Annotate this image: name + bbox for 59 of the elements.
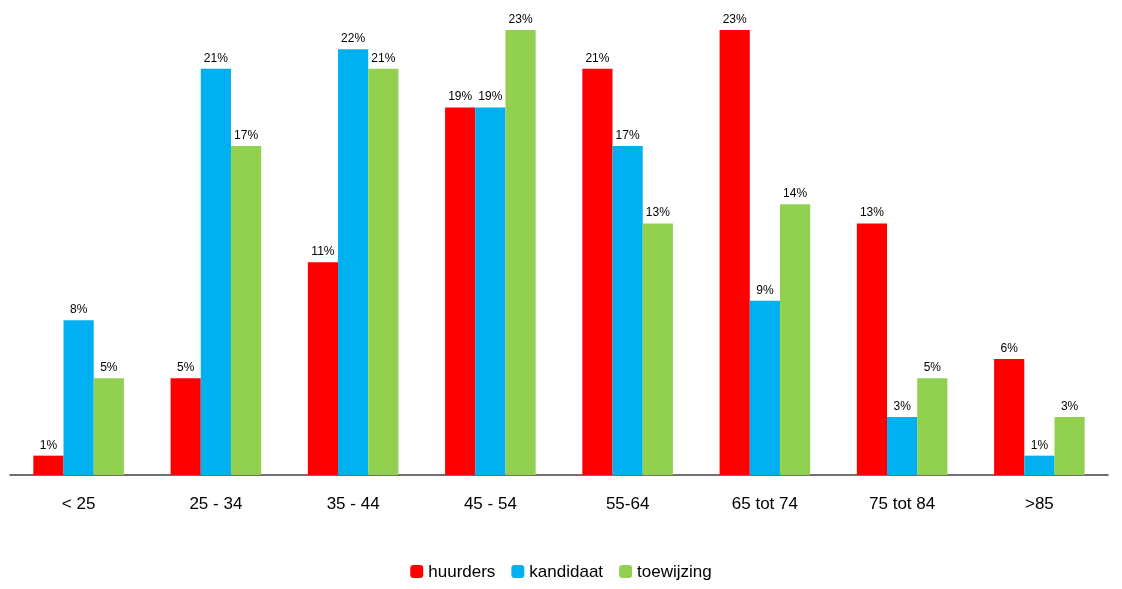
x-tick-label: 75 tot 84 — [869, 494, 936, 513]
bar — [63, 320, 94, 475]
legend-label: huurders — [428, 562, 496, 581]
bar — [200, 68, 231, 475]
bar — [917, 378, 948, 475]
data-label: 3% — [1060, 398, 1079, 413]
data-label: 17% — [234, 128, 259, 143]
bar — [779, 204, 811, 475]
data-label: 6% — [1000, 340, 1019, 355]
bar — [475, 107, 506, 475]
data-label: 19% — [448, 89, 473, 104]
data-label: 23% — [722, 12, 748, 26]
bar — [642, 223, 673, 475]
x-tick-label: >85 — [1024, 494, 1054, 513]
bar — [230, 146, 262, 475]
x-tick-label: 35 - 44 — [326, 494, 380, 513]
bar — [33, 455, 64, 475]
x-tick-label: 25 - 34 — [189, 494, 243, 513]
x-tick-label: 55-64 — [605, 494, 650, 513]
data-label: 8% — [69, 302, 88, 317]
legend-label: toewijzing — [637, 562, 712, 581]
bar — [612, 146, 643, 475]
data-label: 21% — [203, 50, 229, 65]
legend-label: kandidaat — [529, 562, 604, 581]
data-label: 21% — [371, 50, 396, 65]
bar — [856, 223, 888, 475]
data-label: 11% — [311, 244, 335, 259]
bar — [719, 30, 750, 475]
bar — [307, 262, 339, 475]
bar — [170, 378, 201, 475]
bar — [887, 416, 918, 475]
data-label: 21% — [585, 50, 610, 65]
x-tick-label: 45 - 54 — [463, 494, 517, 513]
bar — [368, 68, 399, 475]
data-label: 14% — [783, 186, 808, 201]
data-label: 5% — [923, 360, 942, 375]
bar — [1024, 455, 1055, 475]
data-label: 22% — [341, 31, 366, 46]
data-label: 13% — [859, 205, 885, 220]
bar — [1054, 416, 1085, 475]
bar — [749, 300, 780, 475]
bar — [505, 30, 536, 475]
data-label: 1% — [1030, 437, 1049, 452]
bar — [994, 358, 1025, 475]
bar — [445, 107, 476, 475]
data-label: 17% — [615, 128, 640, 143]
bar — [582, 68, 613, 475]
data-label: 5% — [100, 360, 118, 375]
data-label: 1% — [39, 437, 58, 452]
data-label: 5% — [177, 360, 195, 375]
x-tick-label: 65 tot 74 — [731, 494, 798, 513]
bar — [338, 49, 369, 475]
bar — [93, 378, 124, 475]
data-label: 13% — [645, 205, 671, 220]
data-label: 23% — [508, 12, 533, 26]
data-label: 19% — [478, 89, 503, 104]
data-label: 3% — [893, 398, 912, 413]
x-tick-label: < 25 — [61, 494, 96, 513]
data-label: 9% — [756, 282, 774, 297]
